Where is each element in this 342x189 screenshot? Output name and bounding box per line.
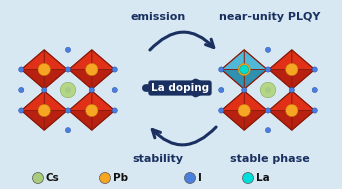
Polygon shape — [21, 50, 44, 70]
Circle shape — [289, 87, 294, 93]
Circle shape — [86, 104, 98, 117]
Circle shape — [112, 108, 117, 113]
Polygon shape — [92, 111, 115, 130]
Polygon shape — [69, 111, 92, 130]
Text: near-unity PLQY: near-unity PLQY — [219, 12, 321, 22]
Circle shape — [238, 63, 250, 76]
Polygon shape — [244, 111, 267, 130]
Polygon shape — [269, 91, 292, 111]
Polygon shape — [92, 91, 115, 111]
Circle shape — [38, 104, 50, 117]
Text: Cs: Cs — [46, 173, 60, 183]
Polygon shape — [21, 111, 44, 130]
Circle shape — [219, 108, 224, 113]
Circle shape — [238, 104, 250, 117]
Polygon shape — [69, 91, 92, 111]
Text: emission: emission — [130, 12, 186, 22]
Circle shape — [265, 87, 271, 93]
Polygon shape — [244, 70, 267, 89]
Polygon shape — [44, 91, 67, 111]
Polygon shape — [221, 70, 244, 89]
Circle shape — [265, 108, 271, 113]
FancyArrowPatch shape — [150, 32, 214, 50]
Circle shape — [100, 173, 110, 184]
Circle shape — [89, 87, 94, 93]
FancyArrowPatch shape — [152, 127, 216, 145]
Circle shape — [60, 82, 76, 98]
Circle shape — [112, 67, 117, 72]
Text: stability: stability — [132, 154, 184, 164]
Polygon shape — [21, 91, 44, 111]
Circle shape — [65, 128, 71, 133]
Text: La doping: La doping — [151, 83, 209, 93]
Circle shape — [286, 104, 298, 117]
Circle shape — [312, 108, 317, 113]
Circle shape — [65, 67, 71, 72]
Polygon shape — [221, 111, 244, 130]
Circle shape — [65, 87, 71, 93]
Polygon shape — [69, 70, 92, 89]
Polygon shape — [92, 50, 115, 70]
Circle shape — [184, 173, 196, 184]
Circle shape — [286, 63, 298, 76]
Circle shape — [42, 87, 47, 93]
Circle shape — [219, 87, 224, 93]
Circle shape — [265, 128, 271, 133]
Polygon shape — [244, 91, 267, 111]
Polygon shape — [44, 70, 67, 89]
Text: Pb: Pb — [113, 173, 128, 183]
Circle shape — [65, 47, 71, 52]
Circle shape — [260, 82, 276, 98]
Circle shape — [265, 67, 271, 72]
Text: I: I — [198, 173, 202, 183]
Polygon shape — [21, 70, 44, 89]
Polygon shape — [44, 111, 67, 130]
Circle shape — [112, 87, 117, 93]
Circle shape — [312, 87, 317, 93]
Polygon shape — [292, 50, 315, 70]
Polygon shape — [292, 70, 315, 89]
Circle shape — [32, 173, 43, 184]
Polygon shape — [269, 50, 292, 70]
Polygon shape — [292, 91, 315, 111]
Polygon shape — [221, 50, 244, 70]
Circle shape — [38, 63, 50, 76]
Polygon shape — [269, 111, 292, 130]
Circle shape — [18, 108, 24, 113]
Polygon shape — [221, 91, 244, 111]
Circle shape — [242, 173, 253, 184]
FancyArrowPatch shape — [146, 82, 207, 94]
Circle shape — [65, 108, 71, 113]
Polygon shape — [44, 50, 67, 70]
Circle shape — [241, 87, 247, 93]
Circle shape — [18, 87, 24, 93]
Circle shape — [18, 67, 24, 72]
Polygon shape — [269, 70, 292, 89]
Circle shape — [312, 67, 317, 72]
Text: La: La — [256, 173, 270, 183]
Polygon shape — [244, 50, 267, 70]
Polygon shape — [92, 70, 115, 89]
Polygon shape — [69, 50, 92, 70]
Circle shape — [219, 67, 224, 72]
Polygon shape — [292, 111, 315, 130]
Circle shape — [86, 63, 98, 76]
Text: stable phase: stable phase — [230, 154, 310, 164]
Circle shape — [265, 47, 271, 52]
Circle shape — [240, 65, 249, 74]
